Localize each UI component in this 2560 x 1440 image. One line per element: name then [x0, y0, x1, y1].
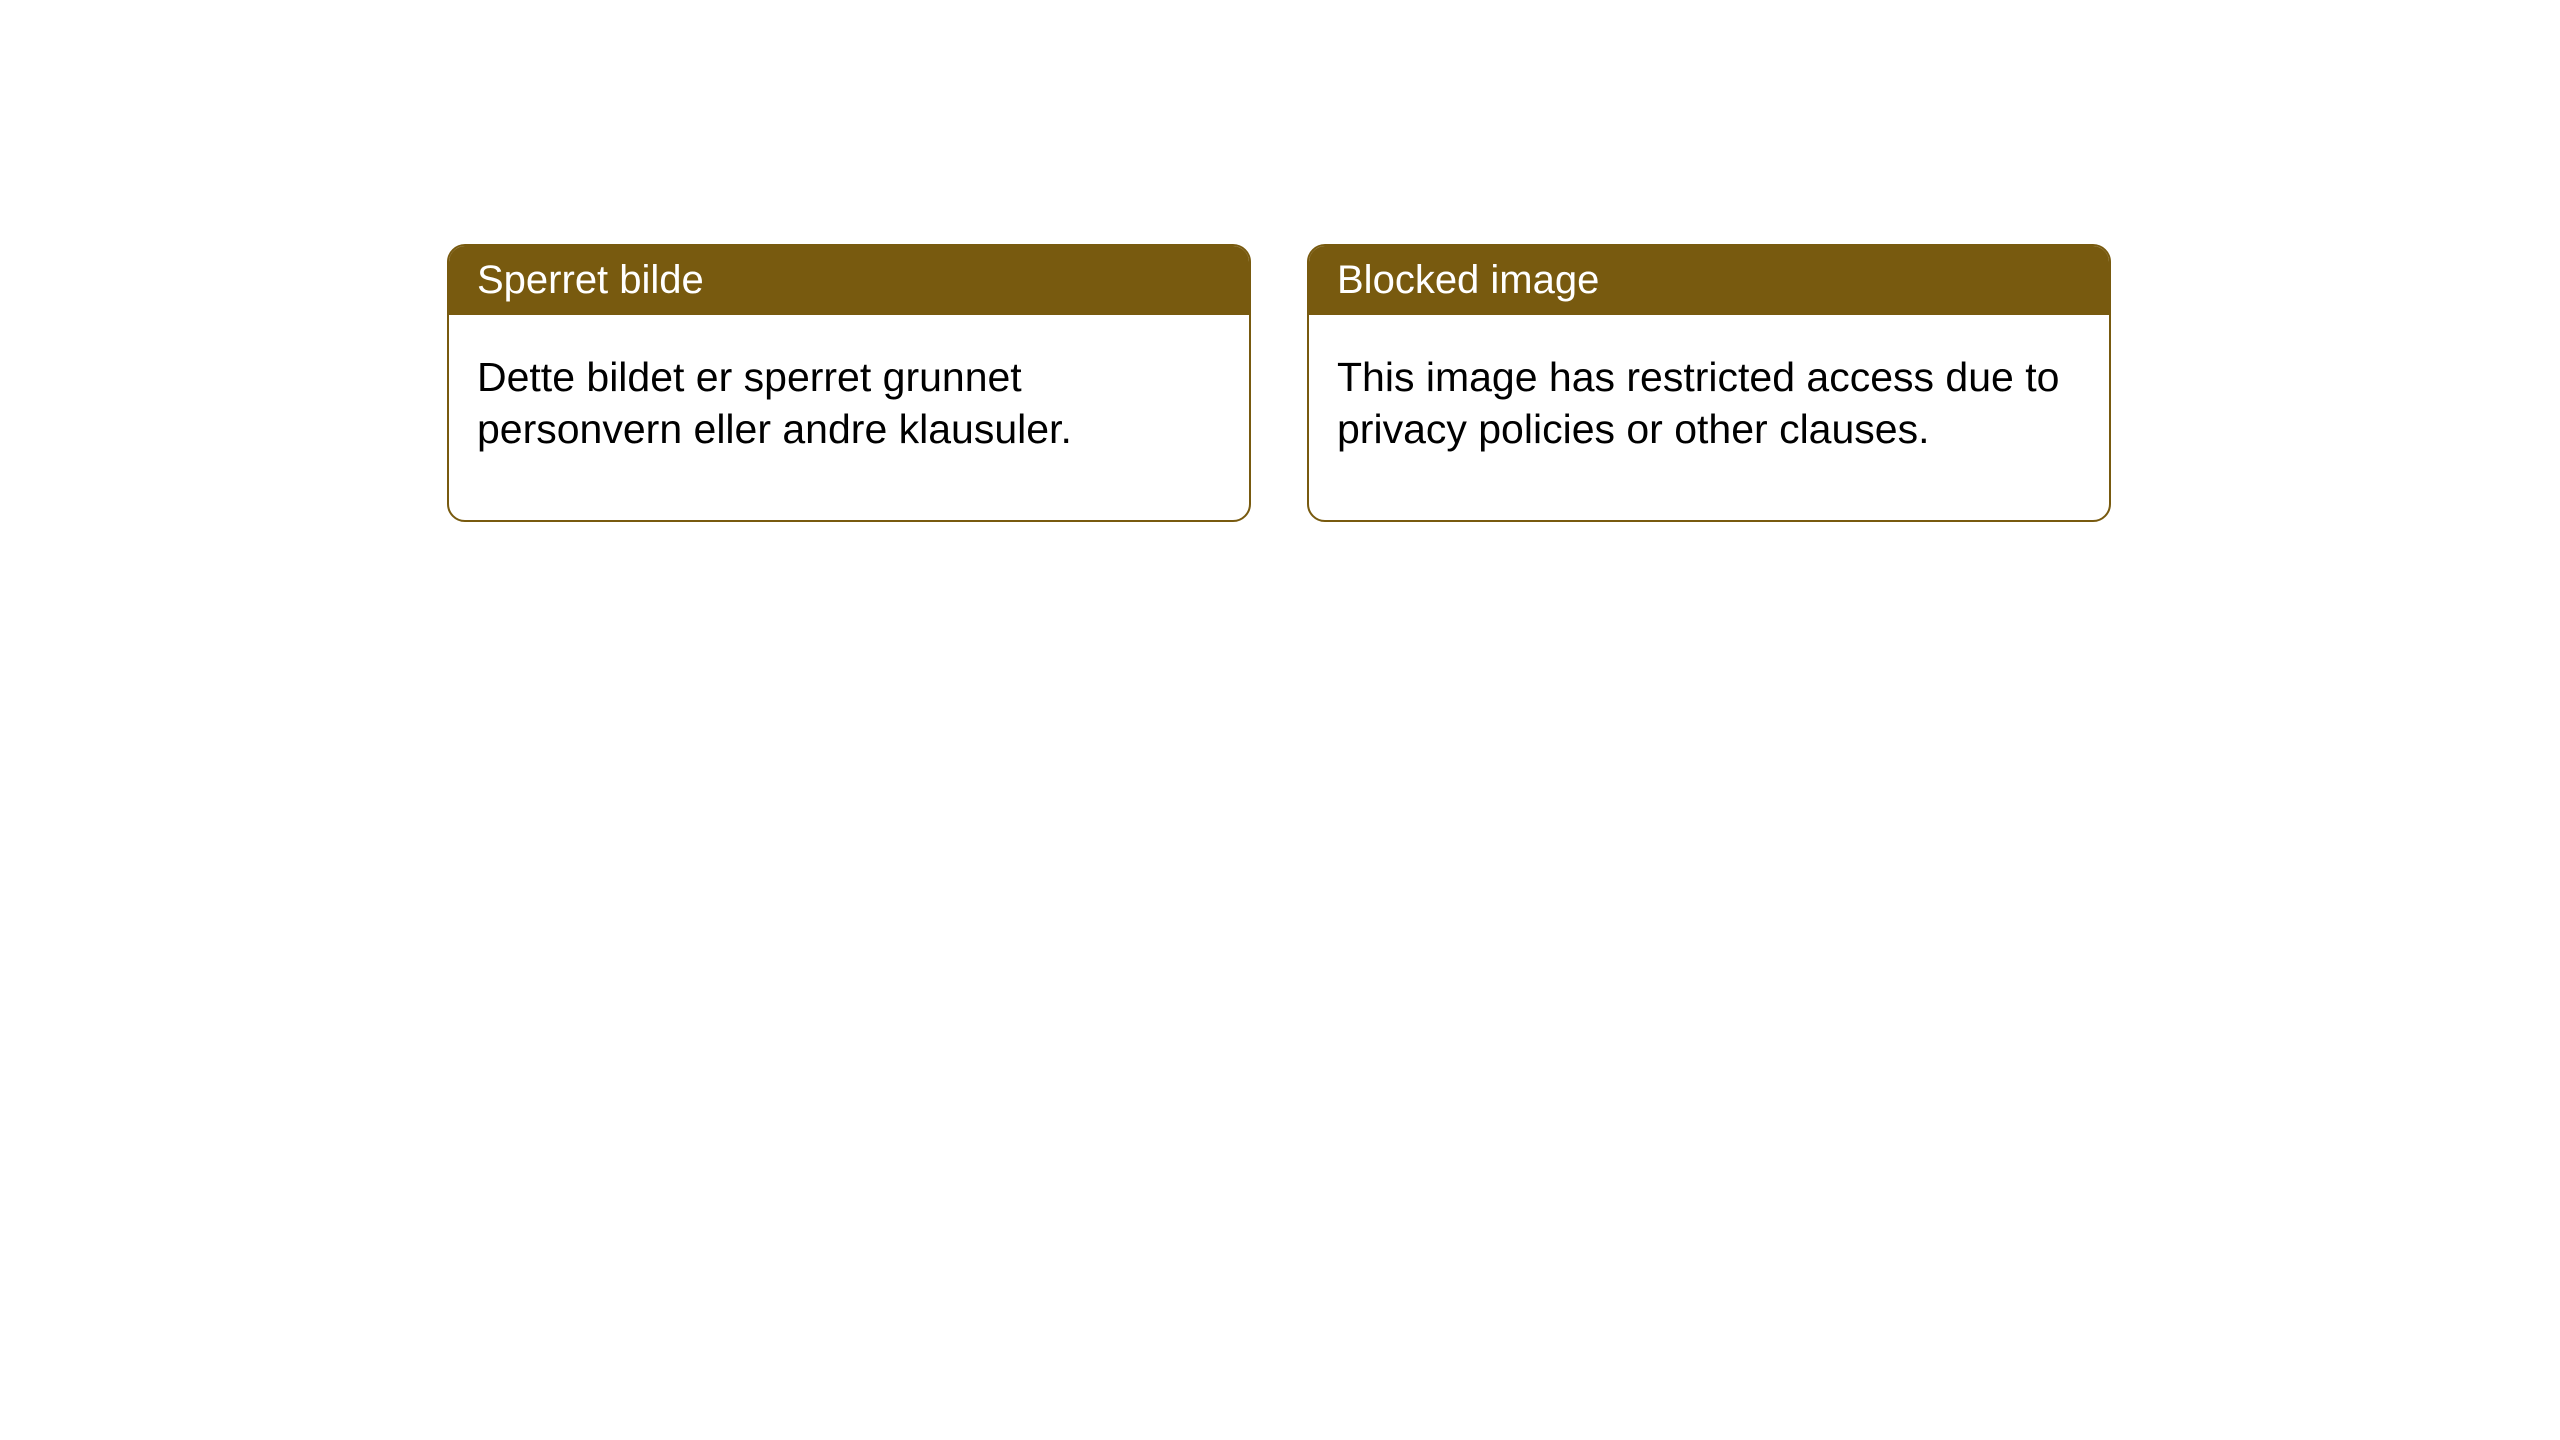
notice-box-norwegian: Sperret bilde Dette bildet er sperret gr…	[447, 244, 1251, 522]
notice-header-norwegian: Sperret bilde	[449, 246, 1249, 315]
notice-header-english: Blocked image	[1309, 246, 2109, 315]
notice-body-english: This image has restricted access due to …	[1309, 315, 2109, 520]
notice-container: Sperret bilde Dette bildet er sperret gr…	[447, 244, 2111, 522]
notice-box-english: Blocked image This image has restricted …	[1307, 244, 2111, 522]
notice-body-norwegian: Dette bildet er sperret grunnet personve…	[449, 315, 1249, 520]
